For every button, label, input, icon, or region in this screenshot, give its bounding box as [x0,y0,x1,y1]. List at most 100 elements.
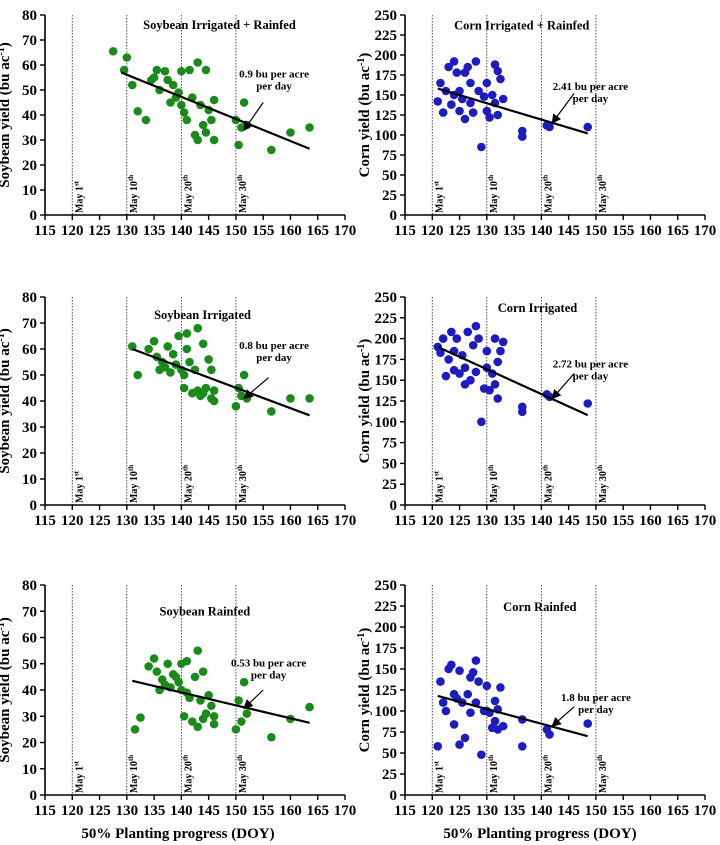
data-point [163,75,173,85]
y-tick-label: 225 [375,599,398,615]
panel-title: Corn Irrigated + Rainfed [454,18,589,32]
chart-panel-soy-rain: May 1st May 10th May 20th May 30th 0 10 20 30 40… [0,578,356,819]
data-point [444,355,453,364]
data-point [152,65,162,75]
data-point [449,720,459,729]
data-point [182,656,192,666]
y-tick-label: 60 [22,631,37,647]
date-label: May 20th [181,465,194,503]
slope-annotation-line2: per day [573,93,609,105]
data-point [482,78,492,88]
data-point [438,334,448,343]
data-point [583,399,593,408]
annotation-arrow [551,373,575,400]
x-tick-label: 155 [612,803,635,819]
data-point [166,368,175,377]
date-label: May 20th [541,755,554,793]
data-point [231,401,241,411]
data-point [193,722,203,732]
x-tick-label: 150 [585,513,608,529]
data-point [444,62,453,72]
data-point [207,115,216,125]
data-point [207,365,216,375]
y-tick-label: 20 [22,446,37,462]
date-label: May 10th [487,465,500,503]
date-label: May 30th [236,175,249,213]
x-axis-label-right: 50% Planting progress (DOY) [443,826,636,842]
x-tick-label: 140 [530,803,553,819]
data-point [136,713,145,722]
x-tick-label: 165 [306,803,329,819]
x-tick-label: 150 [225,513,248,529]
data-point [166,98,175,107]
y-tick-label: 100 [375,415,398,431]
data-point [193,135,203,145]
slope-annotation-line2: per day [256,81,292,93]
data-point [286,394,295,403]
regression-line [437,87,589,135]
x-tick-label: 170 [334,513,357,529]
date-label: May 10th [487,175,500,213]
data-point [237,717,246,726]
x-tick-label: 155 [252,513,275,529]
x-tick-label: 120 [421,223,444,239]
date-label: May 10th [127,755,140,793]
data-point [201,128,211,137]
y-tick-label: 70 [22,604,37,620]
data-point [490,716,500,726]
data-point [490,696,500,706]
data-point [185,357,194,367]
x-tick-label: 120 [61,223,84,239]
data-point [182,344,192,354]
x-tick-label: 130 [476,223,499,239]
x-tick-label: 165 [306,513,329,529]
x-tick-label: 165 [666,803,689,819]
x-tick-label: 165 [666,223,689,239]
data-point [468,340,478,350]
annotation-arrow [243,102,264,131]
y-tick-label: 50 [382,168,397,184]
x-tick-label: 160 [639,513,662,529]
x-tick-label: 130 [476,513,499,529]
y-tick-label: 200 [375,620,398,636]
data-point [466,708,475,717]
regression-line [437,694,589,738]
data-point [452,68,462,77]
data-point [455,369,464,378]
data-point [177,66,186,76]
x-tick-label: 135 [143,223,166,239]
x-tick-label: 155 [612,513,635,529]
y-tick-label: 250 [375,290,398,306]
data-point [144,662,153,671]
data-point [267,145,276,155]
x-tick-label: 120 [421,803,444,819]
x-tick-label: 135 [503,803,526,819]
date-label: May 10th [127,175,140,213]
regression-line [120,71,310,150]
data-point [193,58,203,67]
x-tick-label: 125 [88,513,111,529]
data-point [163,342,173,351]
x-tick-label: 115 [34,803,56,819]
x-tick-label: 125 [88,223,111,239]
data-point [152,667,162,676]
x-tick-label: 150 [225,223,248,239]
data-point [471,57,481,66]
data-point [239,98,249,107]
annotation-arrow [243,377,270,400]
panel-title: Corn Irrigated [498,301,578,315]
y-tick-label: 225 [375,311,398,327]
data-point [209,396,219,406]
data-point [179,711,189,721]
y-tick-label: 50 [22,657,37,673]
data-point [517,407,527,417]
y-tick-label: 75 [382,436,397,452]
data-point [127,80,137,90]
y-tick-label: 80 [22,578,37,594]
y-tick-label: 175 [375,641,398,657]
y-axis-label: Corn yield (bu ac-1) [356,339,373,464]
y-tick-label: 150 [375,88,398,104]
data-point [474,86,483,96]
data-point [305,394,314,403]
y-tick-label: 175 [375,68,398,84]
